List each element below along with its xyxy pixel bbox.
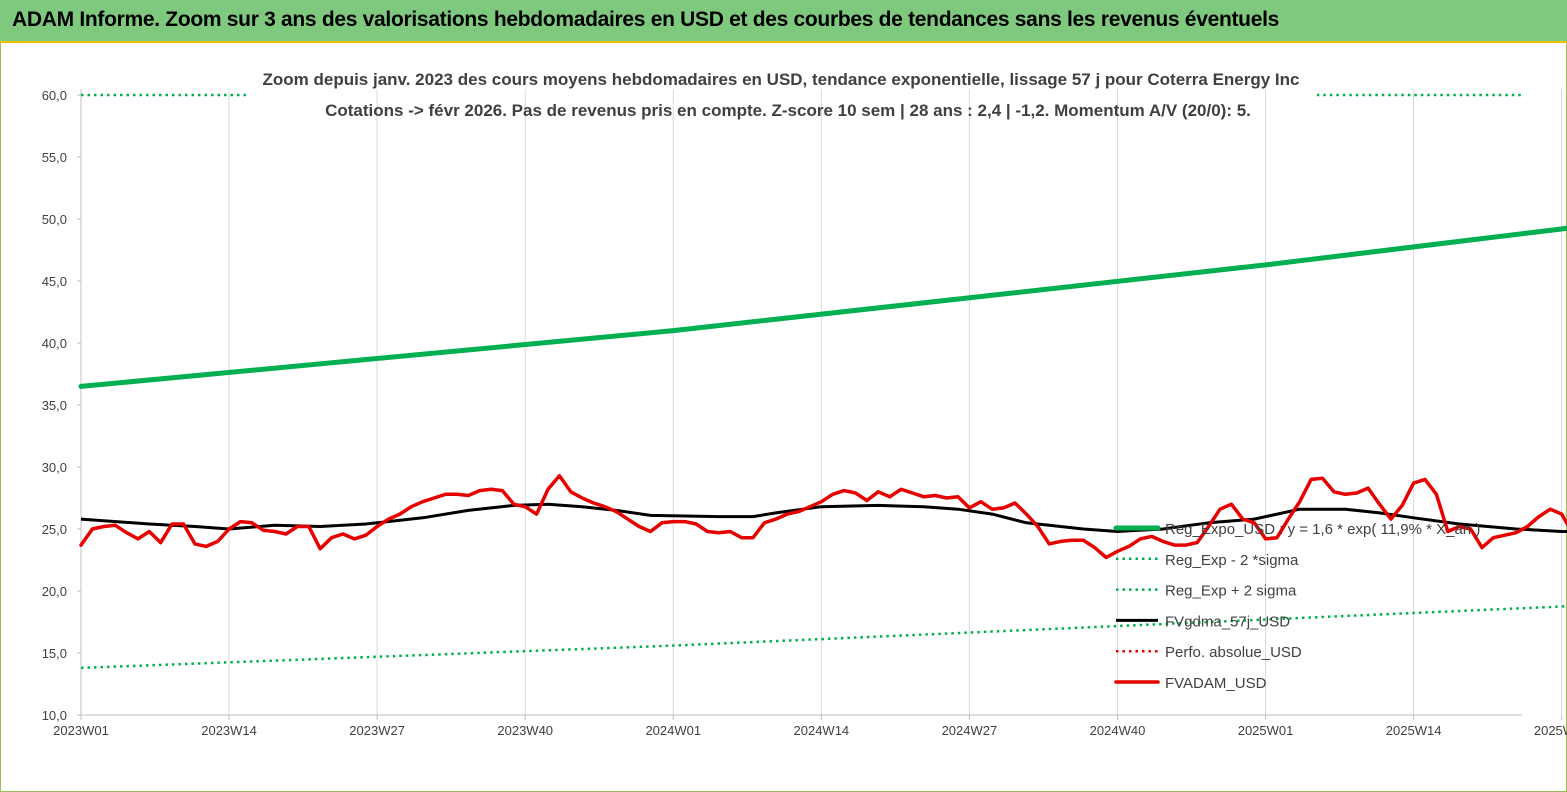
x-tick-label: 2025W27 bbox=[1534, 723, 1567, 738]
series-line-reg-expo bbox=[78, 225, 1567, 389]
y-tick-label: 50,0 bbox=[42, 212, 67, 227]
x-tick-label: 2024W14 bbox=[794, 723, 850, 738]
y-tick-label: 30,0 bbox=[42, 460, 67, 475]
line-chart: 2023W01 2023W14 2023W27 2023W40 2024W01 2024W… bbox=[42, 70, 1567, 738]
legend-label: Reg_Exp - 2 *sigma bbox=[1165, 552, 1299, 569]
x-tick-label: 2023W40 bbox=[497, 723, 553, 738]
y-tick-label: 15,0 bbox=[42, 646, 67, 661]
report-title: ADAM Informe. Zoom sur 3 ans des valoris… bbox=[12, 8, 1279, 31]
chart-title-line-2: Cotations -> févr 2026. Pas de revenus p… bbox=[325, 101, 1251, 120]
x-tick-label: 2023W01 bbox=[53, 723, 109, 738]
report-header: ADAM Informe. Zoom sur 3 ans des valoris… bbox=[0, 0, 1567, 43]
x-tick-label: 2024W01 bbox=[645, 723, 701, 738]
y-tick-label: 20,0 bbox=[42, 584, 67, 599]
chart-title-block: Zoom depuis janv. 2023 des cours moyens … bbox=[262, 70, 1299, 120]
legend-label: FVgdma_57j_USD bbox=[1165, 613, 1290, 630]
y-tick-label: 25,0 bbox=[42, 522, 67, 537]
x-tick-label: 2025W14 bbox=[1386, 723, 1442, 738]
y-tick-label: 55,0 bbox=[42, 150, 67, 165]
x-tick-label: 2024W27 bbox=[942, 723, 998, 738]
chart-title-line-1: Zoom depuis janv. 2023 des cours moyens … bbox=[262, 70, 1299, 89]
axes: 2023W01 2023W14 2023W27 2023W40 2024W01 2024W… bbox=[42, 88, 1567, 738]
y-tick-label: 60,0 bbox=[42, 88, 67, 103]
y-tick-label: 40,0 bbox=[42, 336, 67, 351]
y-tick-label: 45,0 bbox=[42, 274, 67, 289]
x-tick-label: 2025W01 bbox=[1238, 723, 1294, 738]
x-tick-label: 2023W27 bbox=[349, 723, 405, 738]
series-line-fvadam bbox=[79, 473, 1567, 560]
y-tick-label: 35,0 bbox=[42, 398, 67, 413]
x-tick-label: 2023W14 bbox=[201, 723, 257, 738]
legend-label: Reg_Exp + 2 sigma bbox=[1165, 583, 1297, 600]
legend-label: Perfo. absolue_USD bbox=[1165, 644, 1302, 661]
legend-label: FVADAM_USD bbox=[1165, 675, 1267, 692]
y-tick-label: 10,0 bbox=[42, 708, 67, 723]
x-tick-label: 2024W40 bbox=[1090, 723, 1146, 738]
series-line-lower-sigma bbox=[80, 605, 1567, 670]
grid-lines bbox=[228, 89, 1563, 715]
series-line-fvgdma bbox=[80, 502, 1567, 533]
legend: Reg_Expo_USD : y = 1,6 * exp( 11,9% * X_… bbox=[1113, 521, 1480, 692]
series-lines bbox=[78, 93, 1567, 670]
legend-label: Reg_Expo_USD : y = 1,6 * exp( 11,9% * X_… bbox=[1165, 521, 1480, 538]
